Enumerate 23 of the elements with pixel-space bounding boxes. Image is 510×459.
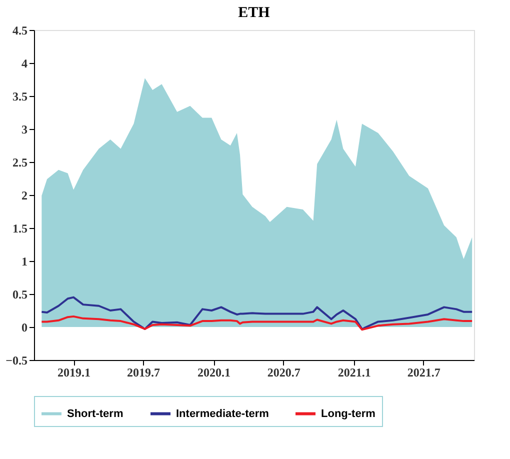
y-tick-label: −0.5 — [6, 354, 28, 368]
y-tick-label: 4.5 — [12, 24, 28, 38]
chart-title: ETH — [238, 5, 270, 21]
legend-label: Long-term — [321, 408, 376, 420]
legend-label: Short-term — [67, 408, 124, 420]
y-tick-label: 3.5 — [12, 90, 28, 104]
legend-label: Intermediate-term — [176, 408, 270, 420]
y-tick-label: 0.5 — [12, 288, 28, 302]
x-tick-label: 2021.7 — [407, 366, 440, 380]
x-tick-label: 2020.1 — [198, 366, 231, 380]
y-tick-label: 2 — [22, 188, 28, 202]
x-tick-label: 2019.7 — [126, 366, 160, 380]
x-tick-label: 2019.1 — [58, 366, 91, 380]
y-tick-label: 4 — [22, 56, 28, 70]
y-tick-label: 1.5 — [12, 222, 28, 236]
line-series — [40, 315, 474, 331]
y-tick-label: 2.5 — [12, 156, 28, 170]
y-tick-label: 1 — [22, 254, 28, 268]
line-series — [40, 296, 474, 330]
x-tick-label: 2021.1 — [338, 366, 371, 380]
y-tick-label: 0 — [22, 320, 28, 334]
y-tick-label: 3 — [22, 122, 28, 136]
x-tick-label: 2020.7 — [267, 366, 300, 380]
